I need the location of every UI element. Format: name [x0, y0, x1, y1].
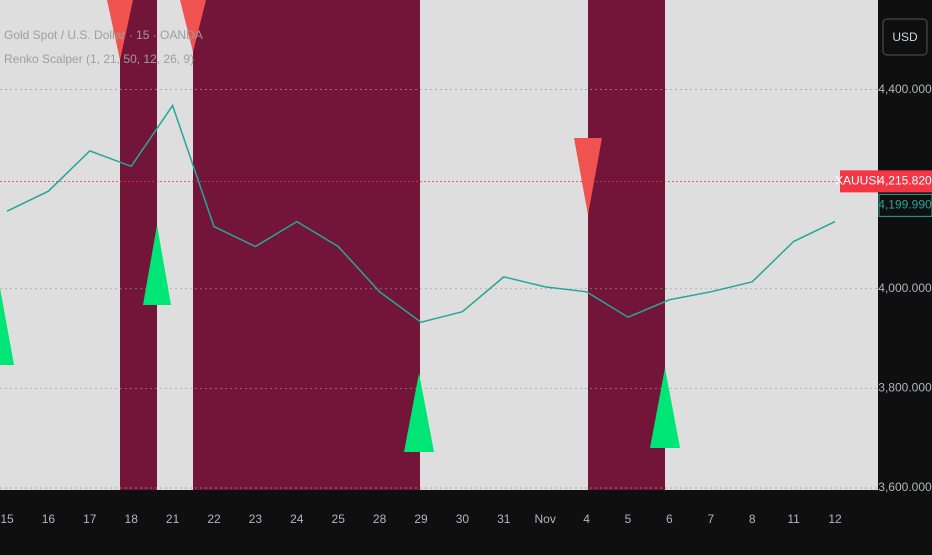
- price-line: [6, 103, 836, 323]
- buy-signal: [143, 225, 171, 305]
- x-tick-label: 6: [666, 512, 673, 526]
- zone: [193, 0, 420, 490]
- price-line: [6, 103, 836, 323]
- x-tick-label: 8: [749, 512, 756, 526]
- x-tick-label: 16: [42, 512, 56, 526]
- price-axis: [878, 0, 932, 550]
- signals: [0, 0, 680, 452]
- x-tick-label: 17: [83, 512, 97, 526]
- chart-title: Gold Spot / U.S. Dollar · 15 · OANDA: [4, 28, 203, 42]
- x-tick-label: 7: [707, 512, 714, 526]
- y-tick-label: 4,400.000: [878, 82, 932, 96]
- x-tick-label: 23: [249, 512, 263, 526]
- x-tick-label: 11: [787, 512, 800, 526]
- y-tick-label: 3,600.000: [878, 480, 932, 494]
- x-tick-label: 18: [125, 512, 139, 526]
- y-tick-label: 4,000.000: [878, 281, 932, 295]
- x-tick-label: 25: [332, 512, 346, 526]
- buy-signal: [650, 368, 680, 448]
- y-tick-label: 3,800.000: [878, 381, 932, 395]
- sell-signal: [180, 0, 206, 52]
- prev-price-label: 4,199.990: [878, 198, 932, 212]
- symbol-label: XAUUSD: [835, 174, 885, 188]
- zone: [120, 0, 157, 490]
- buy-signal: [404, 373, 434, 452]
- last-price-label: 4,215.820: [878, 174, 932, 188]
- x-tick-label: 24: [290, 512, 304, 526]
- zone: [588, 0, 665, 490]
- currency[interactable]: USD: [892, 30, 918, 44]
- sell-signal: [574, 138, 602, 215]
- x-tick-label: 15: [0, 512, 14, 526]
- sell-signal: [107, 0, 133, 60]
- indicator-label: Renko Scalper (1, 21, 50, 12, 26, 9): [4, 52, 194, 66]
- x-tick-label: 28: [373, 512, 387, 526]
- x-tick-label: Nov: [535, 512, 556, 526]
- x-tick-label: 5: [625, 512, 632, 526]
- x-tick-label: 12: [828, 512, 842, 526]
- time-axis: [0, 490, 878, 550]
- symbol-tag: [840, 170, 880, 193]
- axes: 3,600.000 3,800.000 4,000.000 4,400.000 15 16…: [0, 82, 932, 526]
- x-tick-label: 22: [207, 512, 221, 526]
- x-tick-label: 29: [414, 512, 428, 526]
- x-tick-label: 21: [166, 512, 180, 526]
- last-price-tag: [879, 170, 932, 193]
- buy-signal: [0, 288, 14, 365]
- signal-zones: [120, 0, 665, 490]
- currency-button[interactable]: [882, 18, 928, 56]
- x-tick-label: 30: [456, 512, 470, 526]
- x-tick-label: 4: [583, 512, 590, 526]
- prev-price-tag: [878, 193, 932, 217]
- x-tick-label: 31: [497, 512, 511, 526]
